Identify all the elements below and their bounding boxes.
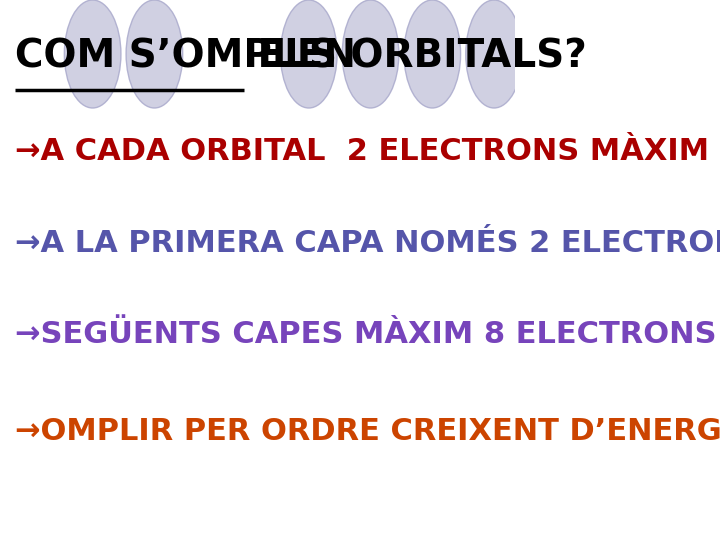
Ellipse shape <box>466 0 522 108</box>
Text: →SEGÜENTS CAPES MÀXIM 8 ELECTRONS: →SEGÜENTS CAPES MÀXIM 8 ELECTRONS <box>15 320 717 349</box>
Ellipse shape <box>281 0 337 108</box>
Ellipse shape <box>126 0 183 108</box>
Text: →OMPLIR PER ORDRE CREIXENT D’ENERGIA: →OMPLIR PER ORDRE CREIXENT D’ENERGIA <box>15 417 720 447</box>
Text: ELS ORBITALS?: ELS ORBITALS? <box>245 38 588 76</box>
Ellipse shape <box>64 0 121 108</box>
Ellipse shape <box>404 0 461 108</box>
Text: →A LA PRIMERA CAPA NOMÉS 2 ELECTRONS: →A LA PRIMERA CAPA NOMÉS 2 ELECTRONS <box>15 228 720 258</box>
Text: →A CADA ORBITAL  2 ELECTRONS MÀXIM: →A CADA ORBITAL 2 ELECTRONS MÀXIM <box>15 137 710 166</box>
Ellipse shape <box>342 0 399 108</box>
Text: COM S’OMPLEN: COM S’OMPLEN <box>15 38 356 76</box>
